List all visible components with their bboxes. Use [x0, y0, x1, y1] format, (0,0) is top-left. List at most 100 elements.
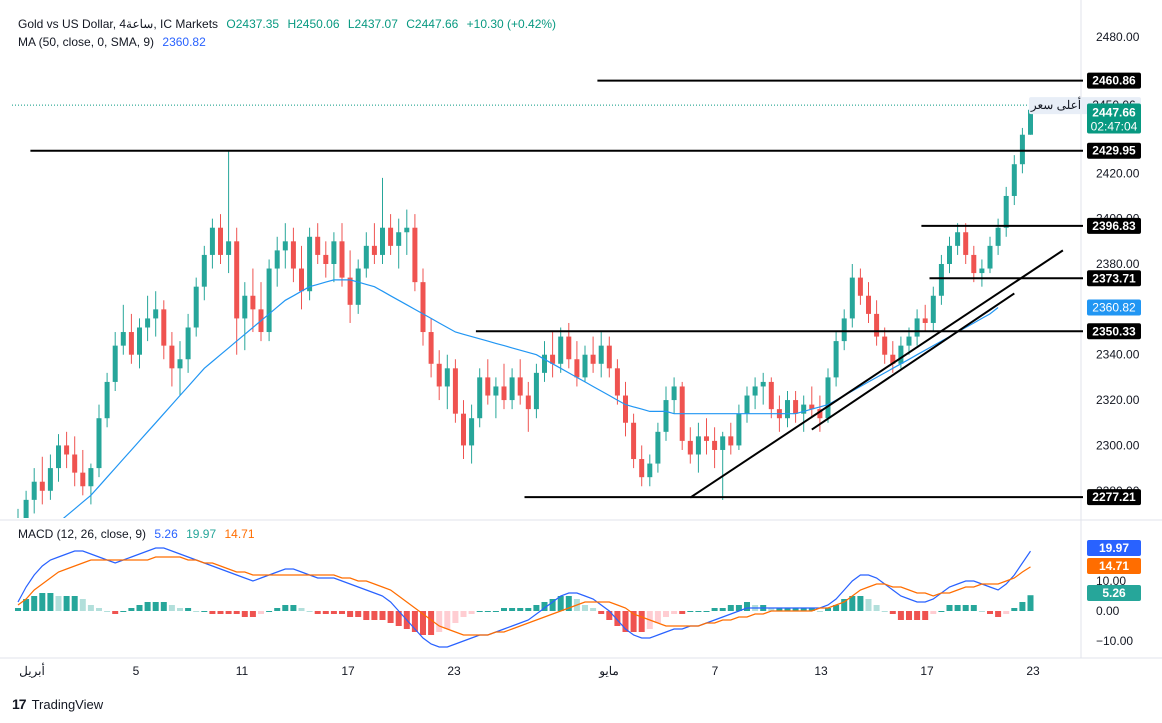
last-price-label: 2447.66	[1092, 106, 1136, 120]
macd-value-label: 5.26	[1102, 586, 1126, 600]
candle-body	[371, 245, 377, 255]
macd-histogram-bar	[517, 608, 524, 611]
candle-body	[947, 245, 952, 264]
macd-histogram-bar	[590, 608, 597, 611]
brand-name: TradingView	[31, 696, 104, 712]
candle-body	[485, 377, 491, 396]
macd-histogram-bar	[484, 611, 491, 612]
candle-body	[1019, 134, 1025, 165]
level-price-label: 2460.86	[1092, 74, 1136, 88]
tradingview-logo-icon: 17	[12, 696, 27, 712]
candle-body	[274, 250, 280, 269]
macd-histogram-bar	[565, 596, 572, 611]
macd-histogram-bar	[395, 611, 402, 626]
macd-histogram-bar	[800, 608, 807, 611]
candle-body	[825, 377, 831, 419]
time-tick-label: 17	[341, 664, 355, 678]
macd-histogram-bar	[436, 611, 443, 632]
candle-body	[436, 363, 442, 387]
candle-body	[380, 227, 385, 255]
price-tick-label: 2340.00	[1096, 348, 1140, 362]
macd-histogram-bar	[249, 611, 256, 617]
candle-body	[817, 409, 823, 419]
candle-body	[793, 400, 799, 414]
candle-body	[558, 336, 564, 364]
candle-body	[623, 395, 628, 423]
candle-body	[363, 245, 369, 269]
macd-histogram-bar	[1019, 602, 1026, 611]
hist-value: 14.71	[224, 527, 255, 541]
macd-histogram-bar	[355, 611, 362, 617]
candle-body	[347, 277, 353, 305]
candle-body	[64, 445, 70, 455]
candle-body	[704, 436, 709, 441]
macd-histogram-bar	[168, 605, 175, 611]
candle-body	[963, 232, 969, 255]
macd-tick-label: −10.00	[1096, 634, 1133, 648]
candle-body	[412, 227, 418, 283]
time-tick-label: مايو	[598, 664, 619, 678]
candle-body	[574, 359, 580, 378]
candle-body	[250, 295, 256, 310]
trendline	[689, 249, 1064, 499]
macd-histogram-bar	[938, 611, 945, 612]
macd-histogram-bar	[768, 608, 775, 611]
time-tick-label: 13	[814, 664, 828, 678]
candle-body	[509, 377, 515, 401]
macd-histogram-bar	[914, 611, 921, 620]
macd-label[interactable]: MACD (12, 26, close, 9)	[18, 527, 147, 541]
candle-body	[461, 413, 466, 446]
candle-body	[282, 241, 288, 251]
tradingview-brand[interactable]: 17 TradingView	[12, 696, 103, 712]
signal-line	[17, 556, 1031, 636]
macd-histogram-bar	[266, 611, 273, 612]
time-tick-label: 23	[1026, 664, 1040, 678]
macd-histogram-bar	[322, 611, 329, 614]
candle-body	[477, 377, 483, 419]
ma-price-label: 2360.82	[1092, 300, 1136, 314]
candle-body	[501, 386, 507, 401]
macd-histogram-bar	[654, 611, 661, 623]
candle-body	[744, 395, 750, 414]
macd-histogram-bar	[120, 611, 127, 612]
ma-legend: MA (50, close, 0, SMA, 9) 2360.82	[18, 35, 211, 49]
candle-body	[120, 332, 126, 346]
symbol-title[interactable]: Gold vs US Dollar, 4ساعة, IC Markets	[18, 17, 219, 31]
candle-body	[930, 295, 936, 323]
candle-body	[96, 418, 102, 469]
candle-body	[185, 327, 191, 360]
macd-histogram-bar	[687, 611, 694, 612]
macd-histogram-bar	[776, 608, 783, 611]
macd-value-label: 19.97	[1099, 541, 1129, 555]
macd-legend: MACD (12, 26, close, 9) 5.26 19.97 14.71	[18, 527, 260, 541]
time-tick-label: 5	[133, 664, 140, 678]
candle-body	[866, 295, 871, 314]
macd-histogram-bar	[630, 611, 637, 632]
candle-body	[995, 227, 1001, 246]
macd-histogram-bar	[557, 596, 564, 611]
candle-body	[104, 381, 110, 419]
macd-histogram-bar	[671, 611, 678, 614]
ma-label[interactable]: MA (50, close, 0, SMA, 9)	[18, 35, 155, 49]
macd-histogram-bar	[897, 611, 904, 620]
level-price-tag	[1087, 142, 1141, 159]
macd-histogram-bar	[703, 611, 710, 612]
candle-body	[882, 336, 888, 355]
macd-histogram-bar	[387, 611, 394, 623]
candle-body	[355, 268, 361, 305]
candle-body	[841, 318, 847, 342]
level-price-label: 2373.71	[1092, 271, 1136, 285]
candle-body	[137, 327, 142, 355]
macd-value-tag	[1087, 540, 1141, 556]
macd-histogram-bar	[112, 611, 119, 614]
macd-histogram-bar	[533, 605, 540, 611]
candle-body	[938, 264, 944, 296]
time-tick-label: أبريل	[19, 663, 45, 678]
macd-histogram-bar	[1011, 608, 1018, 611]
macd-histogram-bar	[930, 611, 937, 614]
macd-histogram-bar	[735, 605, 742, 611]
macd-value: 5.26	[154, 527, 178, 541]
macd-histogram-bar	[104, 611, 111, 612]
macd-histogram-bar	[614, 611, 621, 626]
